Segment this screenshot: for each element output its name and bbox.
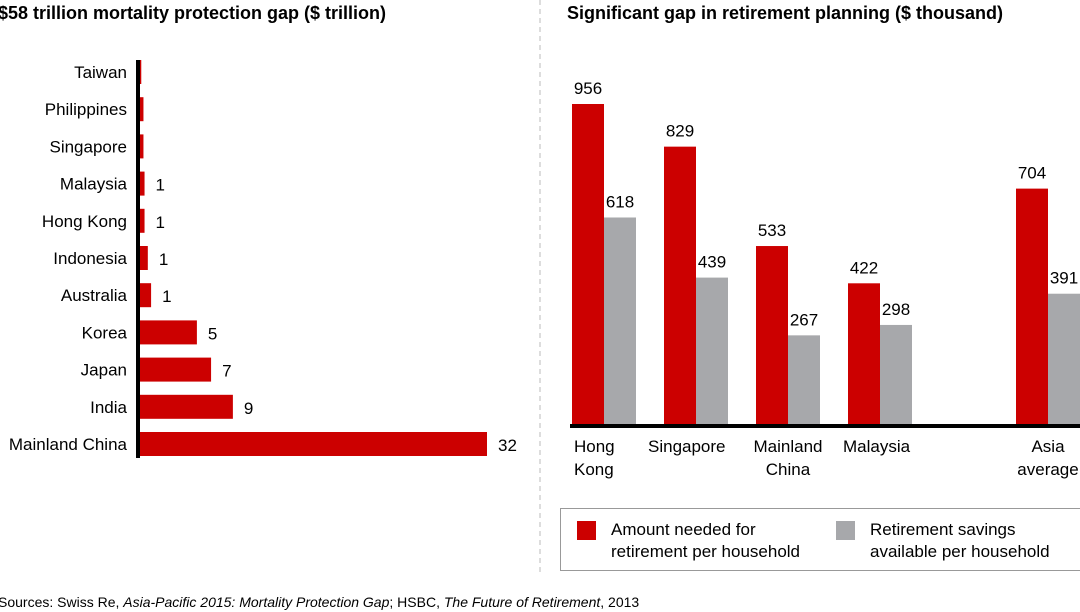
sources-text: ; HSBC, (389, 594, 444, 610)
category-label: Hong Kong (42, 212, 127, 231)
data-label: 704 (1018, 164, 1046, 183)
data-label: 439 (698, 253, 726, 272)
legend-item-needed: Amount needed for retirement per househol… (577, 519, 800, 563)
sources-text: , 2013 (600, 594, 640, 610)
sources-text: Sources: Swiss Re, (0, 594, 124, 610)
bar-savings (788, 335, 820, 425)
bar-savings (696, 277, 728, 425)
category-label: Singapore (648, 437, 726, 456)
bar-savings (880, 324, 912, 425)
category-label: Mainland China (9, 435, 128, 454)
data-label: 1 (162, 287, 171, 306)
legend-swatch-gray (836, 521, 855, 540)
data-label: 422 (850, 258, 878, 277)
legend-label: Retirement savings (870, 520, 1016, 539)
bar (138, 357, 212, 382)
data-label: 829 (666, 122, 694, 141)
data-label: 618 (606, 192, 634, 211)
right-chart-title: Significant gap in retirement planning (… (567, 3, 1004, 23)
bar-savings (604, 217, 636, 425)
sources-note: Sources: Swiss Re, Asia-Pacific 2015: Mo… (0, 594, 639, 610)
data-label: 267 (790, 310, 818, 329)
data-label: 298 (882, 300, 910, 319)
category-label: Indonesia (53, 249, 127, 268)
bar (138, 134, 144, 159)
data-label: 1 (156, 176, 165, 195)
category-label: Korea (82, 323, 128, 342)
sources-title: Asia-Pacific 2015: Mortality Protection … (123, 594, 390, 610)
bar (138, 208, 145, 233)
bar (138, 320, 197, 345)
bar (138, 97, 144, 122)
legend-swatch-red (577, 521, 596, 540)
data-label: 7 (222, 362, 231, 381)
legend: Amount needed for retirement per househol… (560, 508, 1080, 571)
data-label: 533 (758, 221, 786, 240)
legend-label: retirement per household (611, 542, 801, 561)
bar-needed (1016, 188, 1048, 425)
category-label: Japan (81, 361, 127, 380)
sources-title: The Future of Retirement (443, 594, 601, 610)
left-chart-title: $58 trillion mortality protection gap ($… (0, 3, 387, 23)
bar-needed (848, 283, 880, 425)
data-label: 32 (498, 436, 517, 455)
bar-needed (756, 246, 788, 425)
category-label: Singapore (49, 137, 127, 156)
data-label: 1 (156, 213, 165, 232)
data-label: 956 (574, 79, 602, 98)
bar (138, 394, 233, 419)
bar-needed (664, 146, 696, 425)
category-label: Philippines (45, 100, 127, 119)
bar (138, 246, 148, 270)
data-label: 9 (244, 399, 253, 418)
legend-label: Amount needed for (611, 520, 756, 539)
category-label: Hong Kong (574, 437, 615, 479)
bar (138, 432, 487, 456)
category-label: Malaysia (843, 437, 911, 456)
category-label: Australia (61, 286, 128, 305)
category-label: India (90, 398, 127, 417)
category-label: Malaysia (60, 175, 128, 194)
bar (138, 171, 145, 196)
legend-item-savings: Retirement savings available per househol… (836, 519, 1050, 563)
category-label: Mainland China (754, 437, 823, 479)
category-label: Taiwan (74, 63, 127, 82)
data-label: 5 (208, 324, 217, 343)
category-label: Asia average (1017, 437, 1078, 479)
bar-needed (572, 104, 604, 425)
bar (138, 283, 152, 308)
data-label: 391 (1050, 269, 1078, 288)
legend-label: available per household (870, 542, 1050, 561)
bar-savings (1048, 293, 1080, 425)
data-label: 1 (159, 250, 168, 269)
